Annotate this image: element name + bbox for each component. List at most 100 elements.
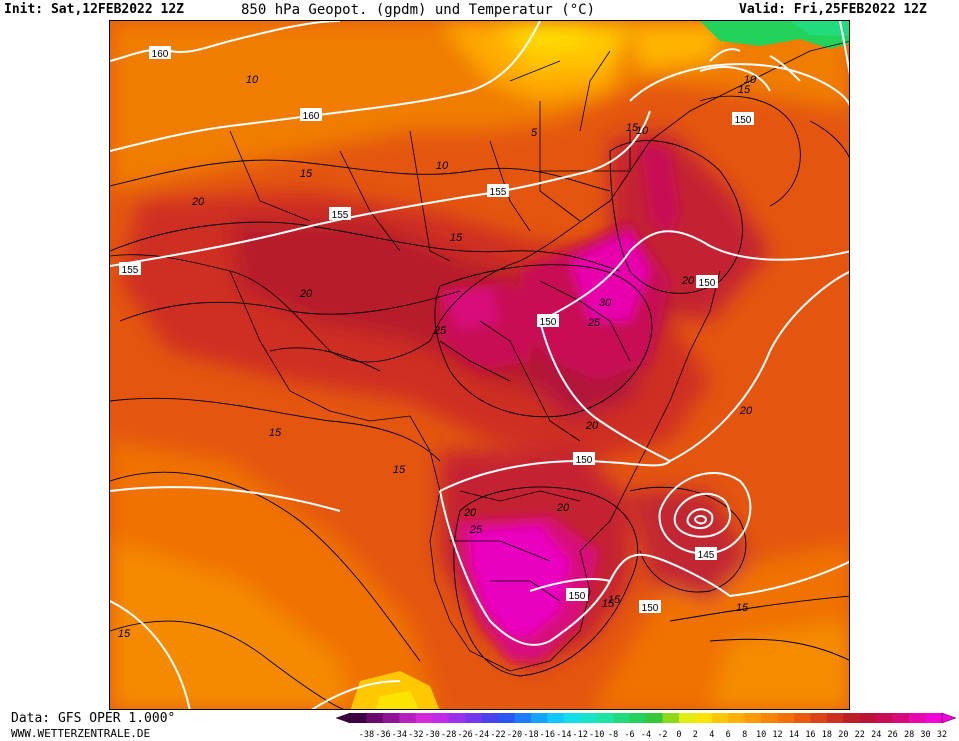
colorbar-cell [925,713,943,723]
isotherm-label: 15 [626,122,639,134]
colorbar-tick-label: -2 [657,730,667,740]
colorbar-tick-label: -30 [425,730,440,740]
weather-map[interactable]: 160 160 155 155 155 150 150 150 150 150 … [109,20,850,710]
colorbar-tick-label: -22 [490,730,505,740]
colorbar-tick-label: -28 [441,730,456,740]
geopotential-label: 145 [698,550,715,561]
colorbar-tick-label: 2 [693,730,698,740]
colorbar-cell [909,713,926,723]
colorbar-tick-label: 16 [805,730,815,740]
colorbar-tick-label: -34 [392,730,407,740]
isotherm-label: 15 [269,427,282,439]
geopotential-labels: 160 160 155 155 155 150 150 150 150 150 … [119,46,754,614]
isotherm-label: 15 [602,598,615,610]
isotherms [110,95,849,709]
colorbar-tick-label: 6 [726,730,731,740]
colorbar-tick-label: -16 [540,730,555,740]
isotherm-label: 30 [599,297,612,309]
colorbar-tick-label: 14 [789,730,799,740]
valid-time: Valid: Fri,25FEB2022 12Z [739,2,927,17]
colorbar-tick-label: 32 [937,730,947,740]
isotherm-label: 25 [433,325,447,337]
temperature-colorbar: -38 -36 -34 -32 -30 -28 -26 -24 -22 -20 -18 -16 -14-… [336,712,957,740]
isotherm-label: 20 [191,196,205,208]
isotherm-label: 15 [738,84,751,96]
isotherm-label: 15 [393,464,406,476]
colorbar-cell [399,713,417,723]
geopotential-label: 150 [540,317,557,328]
colorbar-tick-label: -4 [641,730,651,740]
colorbar-tick-label: -8 [608,730,618,740]
colorbar-tick-label: -36 [375,730,390,740]
colorbar-cell [695,713,713,723]
colorbar-cell [876,713,893,723]
isotherm-label: 10 [636,125,649,137]
colorbar-cell [794,713,811,723]
colorbar-cell [514,713,532,723]
colorbar-tick-label: -32 [408,730,423,740]
colorbar-cell [432,713,449,723]
colorbar-cell [777,713,795,723]
geopotential-label: 150 [642,603,659,614]
isotherm-label: 10 [744,74,757,86]
isotherm-label: 25 [587,317,601,329]
colorbar-cell [744,713,762,723]
isotherm-label: 20 [681,275,695,287]
colorbar-cell [728,713,745,723]
isotherm-label: 20 [739,405,753,417]
isotherm-label: 20 [463,507,477,519]
colorbar-tick-label: 24 [871,730,881,740]
colorbar-cell [366,713,384,723]
colorbar-cell [662,713,680,723]
colorbar-cell [646,713,663,723]
colorbar-tick-label: -10 [589,730,604,740]
colorbar-cell [481,713,499,723]
map-title: 850 hPa Geopot. (gpdm) und Temperatur (°… [241,2,596,18]
colorbar-cell [448,713,466,723]
website-link[interactable]: WWW.WETTERZENTRALE.DE [11,727,151,740]
geopotential-label: 150 [576,455,593,466]
colorbar-tick-label: 20 [838,730,848,740]
colorbar-tick-label: -38 [359,730,374,740]
colorbar-tick-label: -24 [474,730,489,740]
geopotential-label: 150 [569,591,586,602]
colorbar-cell [415,713,433,723]
colorbar-tick-label: 22 [855,730,865,740]
colorbar-cell [613,713,630,723]
colorbar-right-arrow [941,712,957,724]
isotherm-label: 15 [608,594,621,606]
isotherm-label: 20 [556,502,570,514]
colorbar-tick-label: 4 [709,730,714,740]
colorbar-tick-label: -18 [523,730,538,740]
isotherm-label: 25 [469,524,483,536]
isotherm-label: 20 [299,288,313,300]
colorbar-tick-label: 18 [822,730,832,740]
colorbar-tick-label: 10 [756,730,766,740]
colorbar-cell [596,713,614,723]
isotherm-label: 15 [450,232,463,244]
colorbar-cell [530,713,548,723]
temperature-labels: 10 10 15 15 15 15 15 15 15 20 20 20 20 2… [118,74,757,640]
isotherm-label: 15 [118,628,131,640]
isotherm-label: 10 [436,160,449,172]
colorbar-cell [580,713,597,723]
isotherm-label: 5 [531,127,538,139]
colorbar-cell [382,713,400,723]
colorbar-tick-label: -14 [556,730,571,740]
data-source: Data: GFS OPER 1.000° [11,711,176,726]
isotherm-label: 20 [585,420,599,432]
colorbar-cell [810,713,828,723]
isotherm-label: 15 [300,168,313,180]
colorbar-tick-label: 30 [920,730,930,740]
geopotential-label: 160 [152,49,169,60]
colorbar-cell [465,713,482,723]
colorbar-cell [892,713,910,723]
colorbar-tick-label: -26 [457,730,472,740]
colorbar-tick-label: 28 [904,730,914,740]
colorbar-cell [547,713,565,723]
init-time: Init: Sat,12FEB2022 12Z [4,2,185,17]
isotherm-label: 15 [736,602,749,614]
colorbar-cell [711,713,729,723]
geopotential-label: 150 [735,115,752,126]
colorbar-cell [859,713,877,723]
